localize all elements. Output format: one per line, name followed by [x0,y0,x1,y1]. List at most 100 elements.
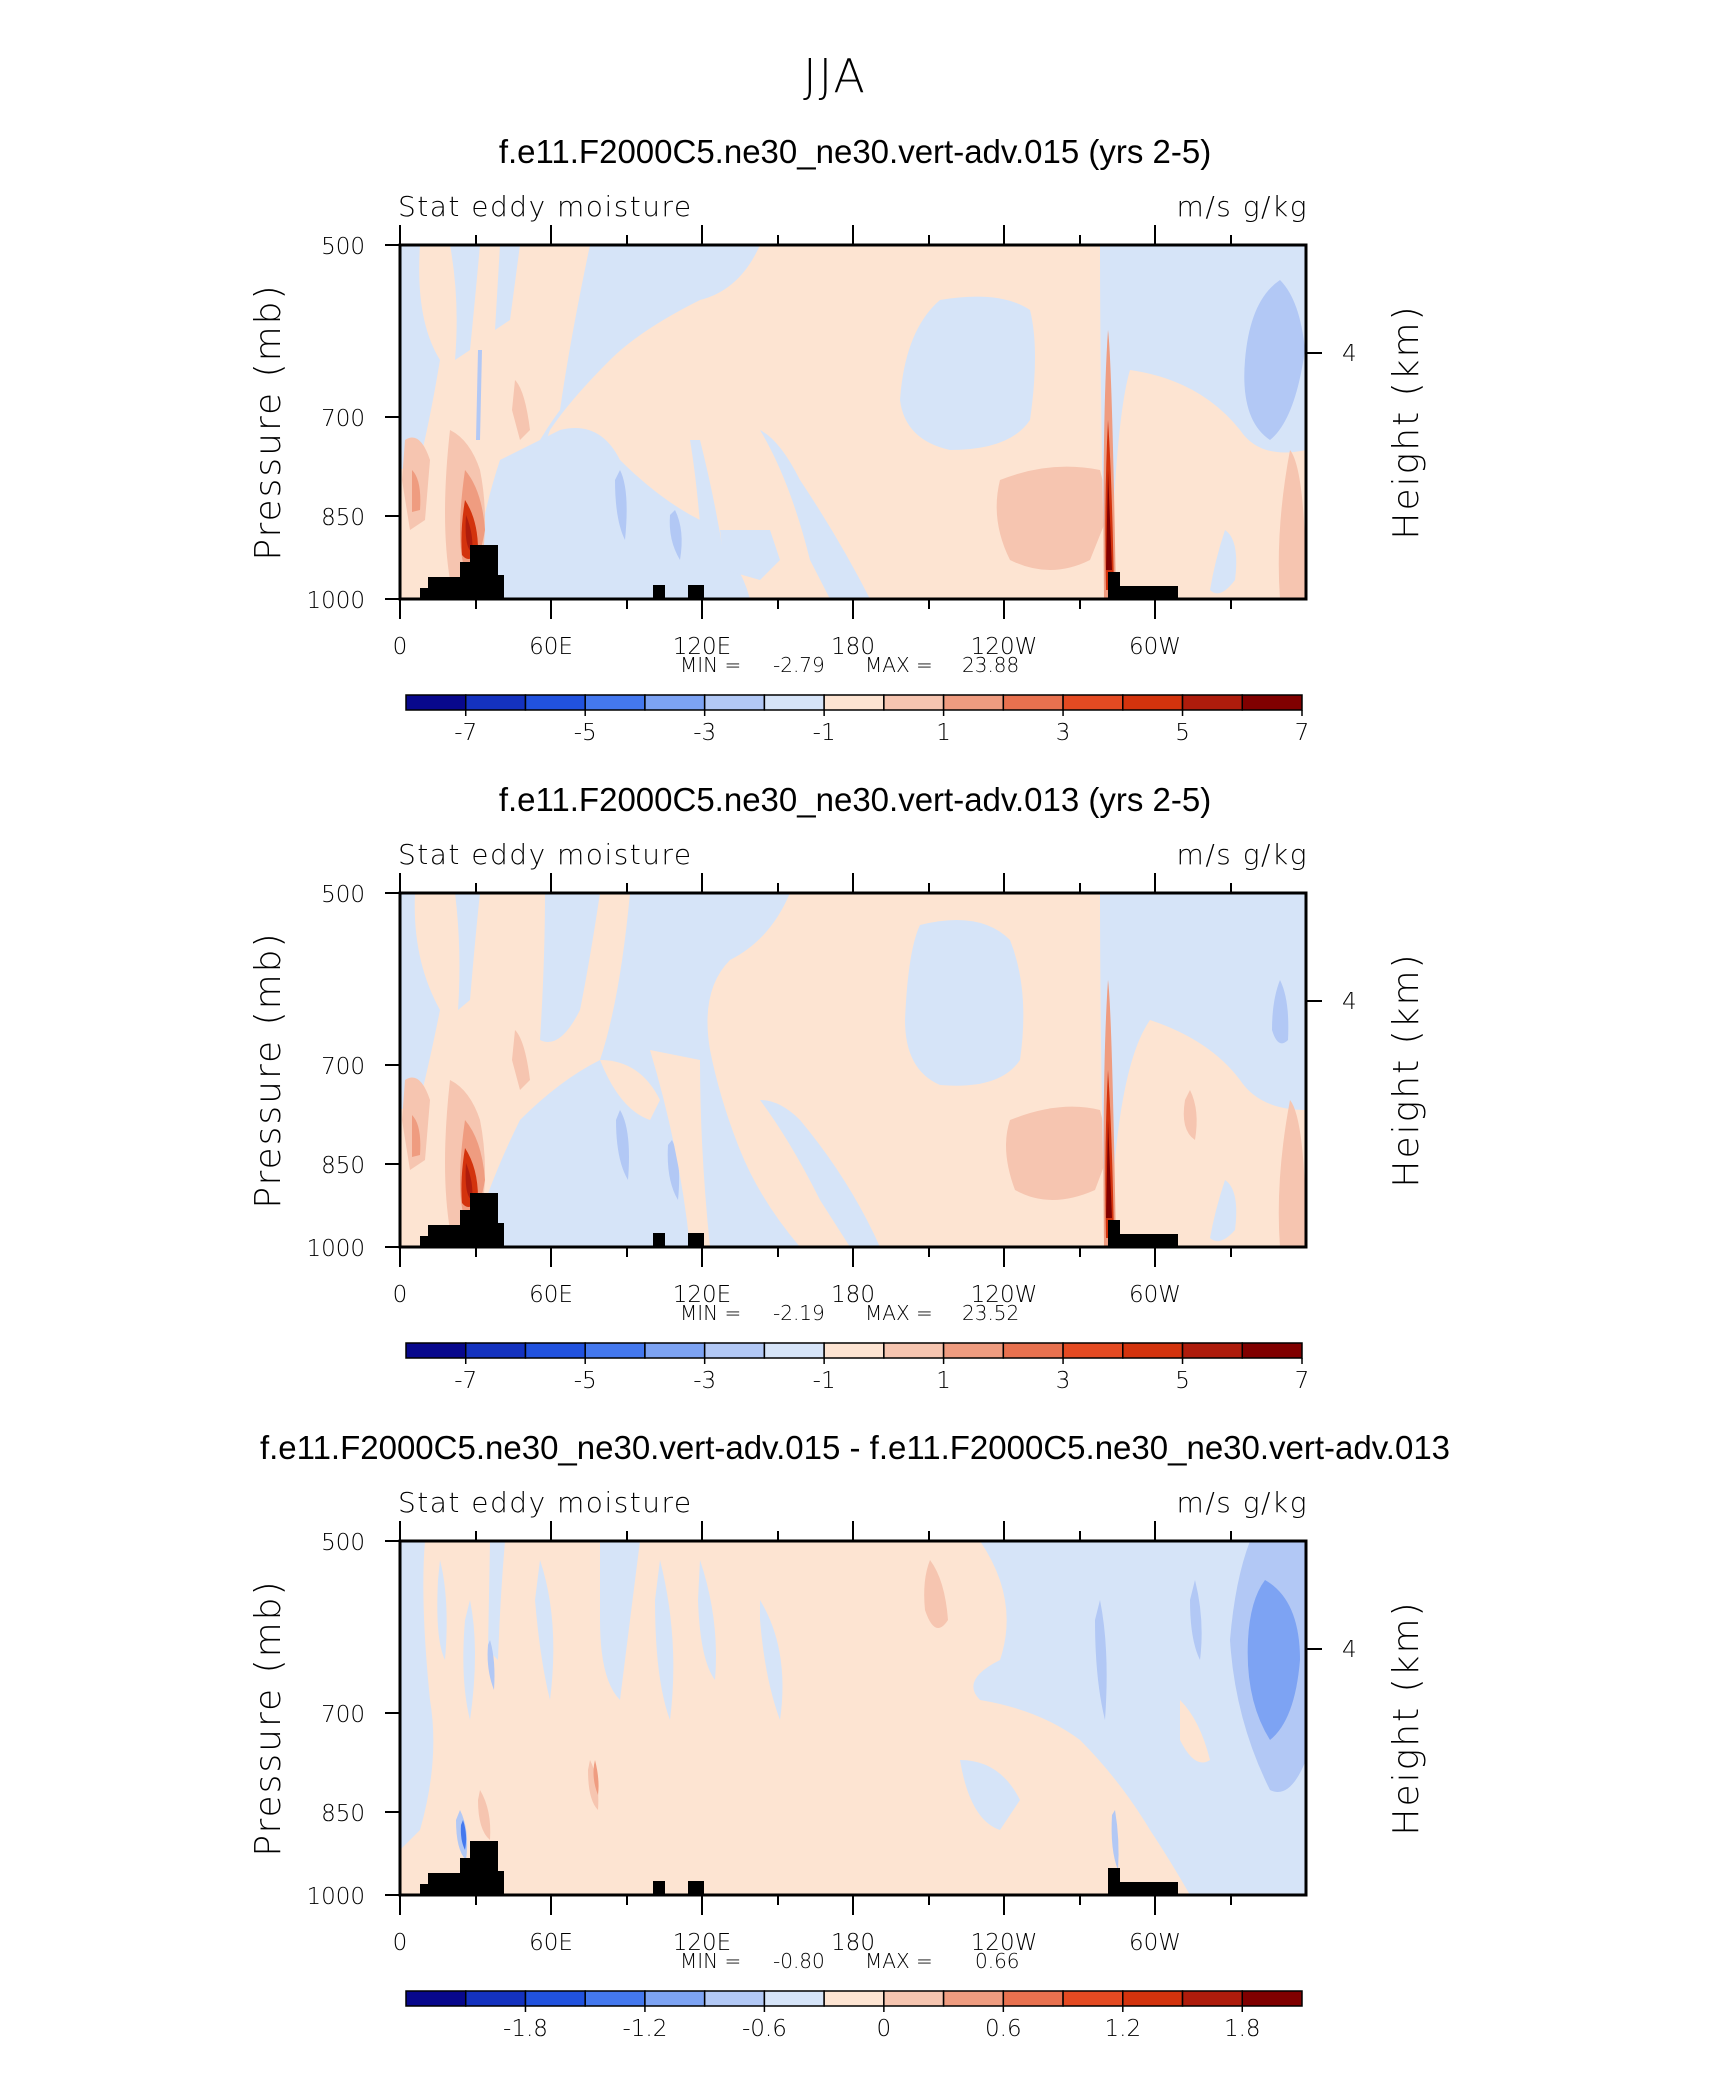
panel-1-ylabel: Pressure (mb) [248,283,289,560]
colorbar-swatch [763,694,825,711]
colorbar-swatch [763,1990,825,2007]
min-value: -0.80 [773,1949,825,1973]
colorbar-label: 1.2 [1105,2016,1142,2042]
colorbar-swatch [1062,1342,1124,1359]
colorbar-swatch [1122,1990,1184,2007]
panel-1-colorbar: -7 -5 -3 -1 1 3 5 7 [405,694,1310,746]
panel-3-title: f.e11.F2000C5.ne30_ne30.vert-adv.015 - f… [260,1429,1450,1466]
colorbar-swatch [1002,694,1064,711]
colorbar-swatch [763,1342,825,1359]
x-tick-label: 0 [393,1282,408,1308]
colorbar-label: 3 [1056,1368,1071,1394]
panel-2-units-label: m/s g/kg [1177,838,1308,871]
colorbar-label: -1.2 [622,2016,667,2042]
panel-1-minmax: MIN = -2.79 MAX = 23.88 [680,653,1019,677]
max-label: MAX = [865,1949,933,1973]
x-tick-label: 120W [971,1282,1038,1308]
panel-1-contour-field [400,245,1306,599]
right-tick-label: 4 [1342,989,1357,1015]
colorbar-swatch [644,1342,706,1359]
colorbar-swatch [1181,1342,1244,1359]
x-tick-label: 120E [673,1282,731,1308]
x-tick-label: 60W [1129,1282,1181,1308]
panel-3-minmax: MIN = -0.80 MAX = 0.66 [680,1949,1020,1973]
panel-2-ylabel-right: Height (km) [1386,952,1427,1187]
max-label: MAX = [865,1301,933,1325]
colorbar-swatch [942,694,1005,711]
colorbar-swatch [1062,1990,1124,2007]
colorbar-swatch [464,1990,527,2007]
colorbar-label: -1.8 [503,2016,548,2042]
x-tick-label: 60E [529,1282,573,1308]
colorbar-swatch [584,1342,646,1359]
panel-2-ylabel: Pressure (mb) [248,931,289,1208]
colorbar-label: 7 [1295,1368,1310,1394]
panel-2-axis-labels: 0 60E 120E 180 120W 60W 500 700 850 1000… [306,882,1356,1308]
x-tick-label: 180 [831,1930,875,1956]
y-tick-label: 700 [321,1702,365,1728]
colorbar-label: 5 [1175,1368,1190,1394]
min-label: MIN = [680,1301,741,1325]
colorbar-swatch [1002,1990,1064,2007]
colorbar-swatch [703,694,766,711]
x-tick-label: 120E [673,634,731,660]
colorbar-swatch [1181,1990,1244,2007]
y-tick-label: 1000 [306,1884,365,1910]
x-tick-label: 120E [673,1930,731,1956]
min-label: MIN = [680,1949,741,1973]
colorbar-label: -0.6 [742,2016,787,2042]
colorbar-swatch [1241,1342,1303,1359]
colorbar-label: 0.6 [985,2016,1022,2042]
x-tick-label: 0 [393,634,408,660]
colorbar-label: -7 [454,1368,477,1394]
panel-1-title: f.e11.F2000C5.ne30_ne30.vert-adv.015 (yr… [499,133,1211,170]
panel-3-axis-labels: 0 60E 120E 180 120W 60W 500 700 850 1000… [306,1530,1356,1956]
colorbar-label: -3 [693,1368,716,1394]
panel-2-left-label: Stat eddy moisture [398,838,693,871]
x-tick-label: 0 [393,1930,408,1956]
colorbar-swatch [405,1342,467,1359]
panel-2: f.e11.F2000C5.ne30_ne30.vert-adv.013 (yr… [248,781,1427,1394]
colorbar-label: 1 [936,720,951,746]
max-label: MAX = [865,653,933,677]
colorbar-swatch [883,694,945,711]
colorbar-label: 0 [877,2016,892,2042]
colorbar-label: -7 [454,720,477,746]
colorbar-label: 1.8 [1224,2016,1261,2042]
x-tick-label: 180 [831,1282,875,1308]
min-value: -2.79 [773,653,825,677]
panel-1-left-label: Stat eddy moisture [398,190,693,223]
colorbar-swatch [644,1990,706,2007]
panel-1-ylabel-right: Height (km) [1386,304,1427,539]
panel-3-contour-field [400,1541,1306,1895]
colorbar-swatch [703,1990,766,2007]
colorbar-swatch [1241,1990,1303,2007]
colorbar-swatch [942,1990,1005,2007]
right-tick-label: 4 [1342,1637,1357,1663]
colorbar-label: 3 [1056,720,1071,746]
min-value: -2.19 [773,1301,825,1325]
colorbar-swatch [584,694,646,711]
panel-3: f.e11.F2000C5.ne30_ne30.vert-adv.015 - f… [248,1429,1450,2042]
colorbar-label: -1 [813,1368,836,1394]
colorbar-swatch [883,1342,945,1359]
colorbar-label: -5 [574,1368,597,1394]
colorbar-swatch [464,694,527,711]
colorbar-swatch [942,1342,1005,1359]
colorbar-swatch [1122,694,1184,711]
y-tick-label: 850 [321,1153,365,1179]
colorbar-label: -5 [574,720,597,746]
colorbar-label: 7 [1295,720,1310,746]
colorbar-swatch [405,1990,467,2007]
colorbar-swatch [1241,694,1303,711]
colorbar-swatch [584,1990,646,2007]
panel-1-axis-labels: 0 60E 120E 180 120W 60W 500 700 850 1000… [306,234,1356,660]
right-tick-label: 4 [1342,341,1357,367]
y-tick-label: 500 [321,1530,365,1556]
x-tick-label: 60E [529,634,573,660]
colorbar-swatch [524,694,586,711]
colorbar-swatch [823,1342,885,1359]
y-tick-label: 500 [321,234,365,260]
colorbar-label: 5 [1175,720,1190,746]
max-value: 23.88 [962,653,1019,677]
